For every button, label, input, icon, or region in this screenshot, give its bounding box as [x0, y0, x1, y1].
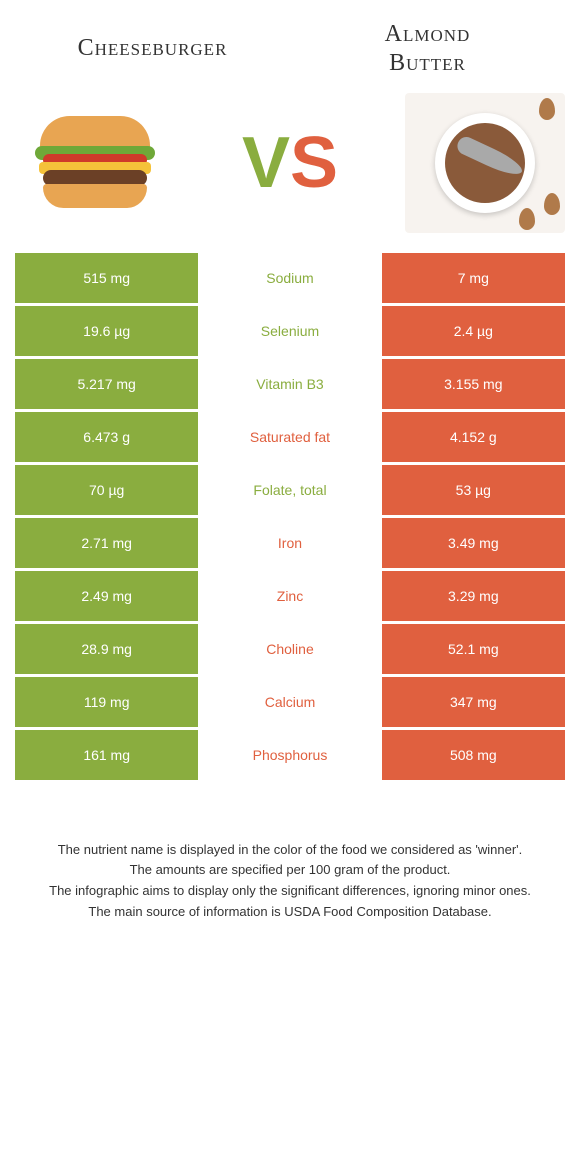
- nutrient-label: Vitamin B3: [198, 359, 381, 409]
- right-title-line1: Almond: [290, 20, 565, 49]
- left-value: 19.6 µg: [15, 306, 198, 356]
- right-value: 53 µg: [382, 465, 565, 515]
- nutrient-label: Phosphorus: [198, 730, 381, 780]
- almond-butter-image: [405, 93, 565, 233]
- table-row: 2.71 mgIron3.49 mg: [15, 518, 565, 568]
- right-value: 3.29 mg: [382, 571, 565, 621]
- left-value: 2.71 mg: [15, 518, 198, 568]
- right-value: 3.49 mg: [382, 518, 565, 568]
- vs-v: V: [242, 123, 290, 203]
- cheeseburger-image: [15, 93, 175, 233]
- vs-s: S: [290, 123, 338, 203]
- table-row: 5.217 mgVitamin B33.155 mg: [15, 359, 565, 409]
- comparison-table: 515 mgSodium7 mg19.6 µgSelenium2.4 µg5.2…: [15, 253, 565, 780]
- table-row: 515 mgSodium7 mg: [15, 253, 565, 303]
- table-row: 70 µgFolate, total53 µg: [15, 465, 565, 515]
- right-value: 2.4 µg: [382, 306, 565, 356]
- table-row: 19.6 µgSelenium2.4 µg: [15, 306, 565, 356]
- nutrient-label: Choline: [198, 624, 381, 674]
- table-row: 119 mgCalcium347 mg: [15, 677, 565, 727]
- right-value: 508 mg: [382, 730, 565, 780]
- right-value: 3.155 mg: [382, 359, 565, 409]
- footer-line: The amounts are specified per 100 gram o…: [35, 860, 545, 881]
- left-value: 161 mg: [15, 730, 198, 780]
- right-value: 347 mg: [382, 677, 565, 727]
- right-title: Almond Butter: [290, 20, 565, 78]
- right-value: 4.152 g: [382, 412, 565, 462]
- nutrient-label: Calcium: [198, 677, 381, 727]
- left-value: 515 mg: [15, 253, 198, 303]
- nutrient-label: Iron: [198, 518, 381, 568]
- table-row: 2.49 mgZinc3.29 mg: [15, 571, 565, 621]
- left-value: 70 µg: [15, 465, 198, 515]
- left-value: 119 mg: [15, 677, 198, 727]
- header: Cheeseburger Almond Butter: [15, 20, 565, 78]
- right-value: 52.1 mg: [382, 624, 565, 674]
- nutrient-label: Saturated fat: [198, 412, 381, 462]
- nutrient-label: Sodium: [198, 253, 381, 303]
- footer-line: The nutrient name is displayed in the co…: [35, 840, 545, 861]
- footer-line: The main source of information is USDA F…: [35, 902, 545, 923]
- table-row: 161 mgPhosphorus508 mg: [15, 730, 565, 780]
- left-value: 2.49 mg: [15, 571, 198, 621]
- vs-label: VS: [242, 127, 338, 199]
- left-value: 28.9 mg: [15, 624, 198, 674]
- nutrient-label: Zinc: [198, 571, 381, 621]
- nutrient-label: Folate, total: [198, 465, 381, 515]
- left-title: Cheeseburger: [15, 35, 290, 62]
- right-value: 7 mg: [382, 253, 565, 303]
- images-row: VS: [15, 93, 565, 233]
- right-title-line2: Butter: [290, 49, 565, 78]
- left-value: 5.217 mg: [15, 359, 198, 409]
- left-value: 6.473 g: [15, 412, 198, 462]
- table-row: 6.473 gSaturated fat4.152 g: [15, 412, 565, 462]
- footer-notes: The nutrient name is displayed in the co…: [15, 840, 565, 923]
- nutrient-label: Selenium: [198, 306, 381, 356]
- footer-line: The infographic aims to display only the…: [35, 881, 545, 902]
- table-row: 28.9 mgCholine52.1 mg: [15, 624, 565, 674]
